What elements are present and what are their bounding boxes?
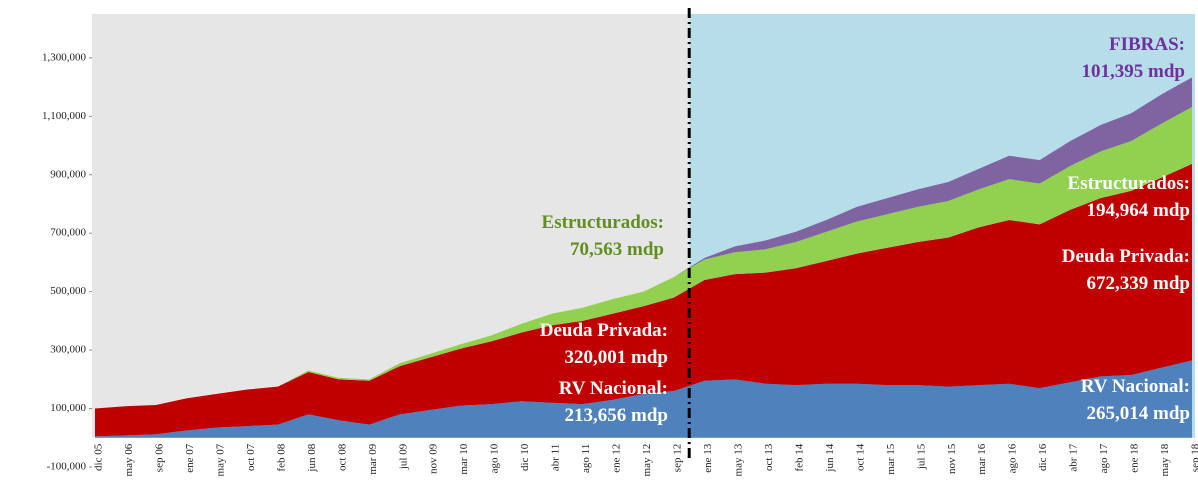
x-tick-label: mar 16 bbox=[976, 443, 988, 474]
x-tick-label: ene 18 bbox=[1129, 443, 1141, 473]
x-tick-label: sep 06 bbox=[153, 443, 165, 472]
annotation: 101,395 mdp bbox=[1082, 61, 1185, 82]
annotation: Estructurados: bbox=[1068, 173, 1190, 194]
x-tick-label: ago 10 bbox=[489, 443, 501, 473]
x-tick-label: jun 08 bbox=[306, 443, 318, 472]
y-tick-label: -100,000 bbox=[47, 461, 87, 473]
x-tick-label: may 13 bbox=[732, 443, 744, 476]
x-tick-label: oct 14 bbox=[854, 443, 866, 471]
annotation: 213,656 mdp bbox=[565, 405, 668, 426]
x-tick-label: mar 15 bbox=[885, 443, 897, 474]
x-tick-label: feb 08 bbox=[275, 443, 287, 471]
x-tick-label: may 18 bbox=[1159, 443, 1171, 476]
y-tick-label: 1,100,000 bbox=[42, 110, 87, 122]
x-tick-label: ago 17 bbox=[1098, 443, 1110, 473]
x-tick-label: oct 08 bbox=[336, 443, 348, 471]
x-tick-label: feb 14 bbox=[793, 443, 805, 471]
x-tick-label: may 12 bbox=[641, 444, 653, 477]
annotation: 70,563 mdp bbox=[570, 239, 664, 260]
x-tick-label: nov 15 bbox=[946, 443, 958, 474]
x-tick-label: dic 05 bbox=[93, 443, 105, 471]
x-tick-label: abr 17 bbox=[1068, 443, 1080, 471]
x-tick-label: may 07 bbox=[214, 443, 226, 476]
x-tick-label: dic 10 bbox=[519, 443, 531, 471]
annotation: 265,014 mdp bbox=[1087, 403, 1190, 424]
x-tick-label: ene 12 bbox=[611, 444, 623, 473]
annotation: Deuda Privada: bbox=[540, 320, 668, 341]
x-tick-label: mar 09 bbox=[367, 443, 379, 474]
annotation: FIBRAS: bbox=[1109, 34, 1185, 55]
x-tick-label: may 06 bbox=[123, 443, 135, 476]
annotation: Deuda Privada: bbox=[1062, 246, 1190, 267]
x-tick-label: jul 15 bbox=[915, 443, 927, 470]
x-tick-label: nov 09 bbox=[428, 443, 440, 474]
y-tick-label: 500,000 bbox=[50, 285, 86, 297]
y-tick-label: 900,000 bbox=[50, 168, 86, 180]
annotation: Estructurados: bbox=[542, 212, 664, 233]
x-tick-label: jun 14 bbox=[824, 443, 836, 472]
x-tick-label: ago 16 bbox=[1007, 443, 1019, 473]
area bbox=[95, 360, 1192, 438]
x-tick-label: ene 13 bbox=[702, 443, 714, 473]
y-tick-label: 100,000 bbox=[50, 402, 86, 414]
y-tick-label: 300,000 bbox=[50, 344, 86, 356]
x-tick-label: dic 16 bbox=[1037, 443, 1049, 471]
x-tick-label: sep 12 bbox=[672, 444, 684, 472]
x-tick-label: sep 18 bbox=[1190, 443, 1198, 472]
x-tick-label: oct 13 bbox=[763, 443, 775, 471]
area bbox=[95, 163, 1192, 437]
y-tick-label: 700,000 bbox=[50, 227, 86, 239]
annotation: 320,001 mdp bbox=[565, 347, 668, 368]
x-tick-label: jul 09 bbox=[397, 443, 409, 470]
x-tick-label: abr 11 bbox=[550, 444, 562, 471]
annotation: 194,964 mdp bbox=[1087, 200, 1190, 221]
annotation: RV Nacional: bbox=[559, 378, 668, 399]
x-tick-label: ago 11 bbox=[580, 444, 592, 473]
annotation: RV Nacional: bbox=[1081, 376, 1190, 397]
annotation: 672,339 mdp bbox=[1087, 273, 1190, 294]
y-tick-label: 1,300,000 bbox=[42, 51, 87, 63]
x-tick-label: mar 10 bbox=[458, 443, 470, 474]
x-tick-label: oct 07 bbox=[245, 443, 257, 471]
x-tick-label: ene 07 bbox=[184, 443, 196, 473]
